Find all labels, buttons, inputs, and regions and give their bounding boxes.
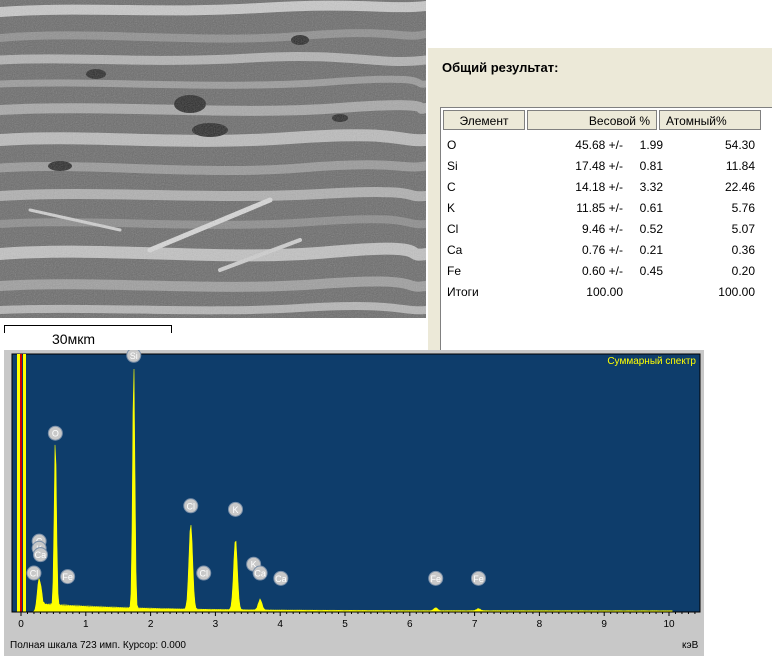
cell-weight: 0.76 +/- [581,243,623,257]
peak-label: K [251,560,257,570]
scale-bar: 30мкm [0,318,426,352]
peak-label: Cl [187,501,196,511]
spectrum-title: Суммарный спектр [607,356,696,367]
table-row: K 11.85 +/- 0.61 5.76 [441,198,772,219]
column-header-atomic[interactable]: Атомный% [659,110,761,130]
peak-label: Si [130,351,138,361]
cell-weight: 17.48 +/- [575,159,623,173]
cell-atomic: 5.07 [731,222,755,236]
x-tick-label: 5 [342,619,348,630]
peak-label: Fe [62,572,73,582]
table-row: Cl 9.46 +/- 0.52 5.07 [441,219,772,240]
peak-marker [273,570,289,586]
x-tick-label: 6 [407,619,413,630]
peak-marker [252,565,268,581]
zero-peak-2 [23,354,26,612]
peak-marker [32,547,48,563]
column-header-element[interactable]: Элемент [443,110,525,130]
cell-atomic: 0.36 [731,243,755,257]
peak-marker [126,350,142,363]
cell-error: 0.61 [639,201,663,215]
table-row: O 45.68 +/- 1.99 54.30 [441,135,772,156]
cell-element: Cl [447,222,459,236]
x-tick-label: 10 [663,619,675,630]
table-row: Si 17.48 +/- 0.81 11.84 [441,156,772,177]
results-title: Общий результат: [442,60,559,75]
cell-atomic: 11.84 [725,159,755,173]
cell-error: 1.99 [639,138,663,152]
peak-marker [47,425,63,441]
cell-atomic: 0.20 [731,264,755,278]
spectrum-unit: кэВ [682,640,699,651]
peak-label: Cl [30,569,39,579]
x-tick-label: 9 [601,619,607,630]
column-header-weight[interactable]: Весовой % [527,110,657,130]
peak-label: Ca [35,550,47,560]
peak-label: Ca [275,574,287,584]
results-panel: Общий результат: Элемент Весовой % Атомн… [428,48,772,366]
peak-marker [470,570,486,586]
cell-element: C [447,180,456,194]
cell-weight: 100.00 [586,285,623,299]
cell-element: Si [447,159,458,173]
table-row: Fe 0.60 +/- 0.45 0.20 [441,261,772,282]
cell-error: 3.32 [639,180,663,194]
peak-label: Fe [430,574,441,584]
zero-peak [17,354,20,612]
cell-element: Fe [447,264,462,278]
cell-error: 0.45 [639,264,663,278]
cell-weight: 9.46 +/- [581,222,623,236]
cell-element: O [447,138,457,152]
x-tick-label: 7 [472,619,478,630]
peak-label: Cl [199,569,208,579]
cell-atomic: 100.00 [718,285,755,299]
cell-weight: 14.18 +/- [575,180,623,194]
peak-label: Fe [473,574,484,584]
sem-micrograph [0,0,426,318]
spectrum-chart[interactable]: Суммарный спектрCKCaClOFeSiClClKKCaCaFeF… [4,350,704,656]
peak-label: K [232,505,238,515]
results-table: Элемент Весовой % Атомный% O 45.68 +/- 1… [440,107,772,366]
cell-atomic: 5.76 [731,201,755,215]
x-tick-label: 2 [148,619,154,630]
cell-error: 0.81 [639,159,663,173]
cell-weight: 45.68 +/- [575,138,623,152]
table-row-total: Итоги 100.00 100.00 [441,282,772,303]
x-tick-label: 8 [537,619,543,630]
peak-marker [26,565,42,581]
table-row: Ca 0.76 +/- 0.21 0.36 [441,240,772,261]
cell-weight: 0.60 +/- [581,264,623,278]
spectrum-trace [13,368,673,613]
peak-marker [60,569,76,585]
peak-marker [428,570,444,586]
spectrum-footer: Полная шкала 723 имп. Курсор: 0.000 [10,640,186,651]
peak-label: O [52,429,59,439]
cell-atomic: 22.46 [724,180,755,194]
scale-bar-label: 30мкm [52,331,95,347]
cell-element: K [447,201,456,215]
cell-element: Ca [447,243,463,257]
cell-error: 0.52 [639,222,663,236]
cell-weight: 11.85 +/- [576,201,623,215]
cell-error: 0.21 [639,243,663,257]
peak-label: Ca [254,569,266,579]
cell-element: Итоги [447,285,479,299]
x-tick-label: 1 [83,619,89,630]
x-tick-label: 4 [277,619,283,630]
scale-bar-line [4,325,172,333]
eds-spectrum-panel[interactable]: Суммарный спектрCKCaClOFeSiClClKKCaCaFeF… [4,350,704,656]
cell-atomic: 54.30 [724,138,755,152]
peak-marker [227,501,243,517]
spectrum-plot-area [11,353,701,613]
peak-marker [183,498,199,514]
x-tick-label: 3 [213,619,219,630]
peak-marker [196,565,212,581]
x-tick-label: 0 [18,619,24,630]
table-row: C 14.18 +/- 3.32 22.46 [441,177,772,198]
